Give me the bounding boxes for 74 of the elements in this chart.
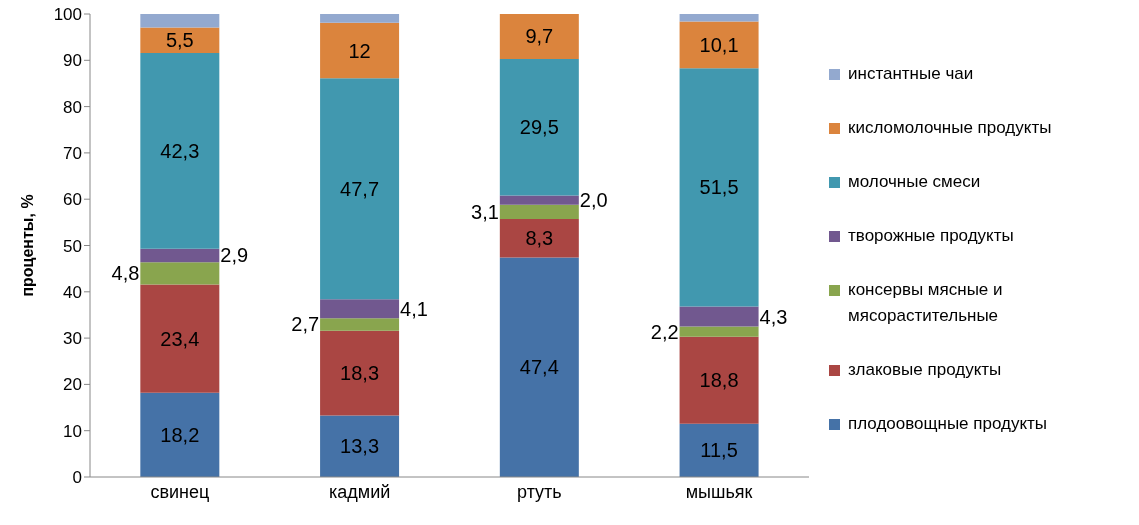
bar bbox=[679, 423, 759, 477]
legend-label: злаковые продукты bbox=[848, 358, 1002, 381]
legend-label: кисломолочные продукты bbox=[848, 116, 1052, 139]
data-label: 18,8 bbox=[699, 369, 739, 392]
bar bbox=[499, 195, 579, 205]
data-label: 2,0 bbox=[579, 189, 608, 212]
data-label: 4,1 bbox=[400, 297, 428, 320]
legend-label: молочные смеси bbox=[848, 170, 981, 193]
bar bbox=[140, 248, 220, 263]
y-tick-label: 100 bbox=[53, 5, 82, 25]
y-tick-label: 10 bbox=[63, 421, 82, 441]
data-label: 51,5 bbox=[699, 176, 739, 199]
bar bbox=[679, 326, 759, 337]
data-label: 3,1 bbox=[471, 200, 499, 223]
data-label: 4,3 bbox=[759, 305, 788, 328]
data-label: 47,7 bbox=[340, 177, 380, 200]
bar bbox=[679, 14, 759, 22]
legend-label: инстантные чаи bbox=[848, 62, 974, 85]
bar bbox=[679, 21, 759, 69]
bar bbox=[140, 284, 220, 393]
x-tick-label: кадмий bbox=[328, 481, 391, 502]
bar bbox=[320, 330, 400, 416]
x-tick-label: свинец bbox=[150, 481, 210, 502]
data-label: 12 bbox=[348, 39, 371, 62]
y-tick-label: 50 bbox=[63, 236, 82, 256]
legend-label: консервы мясные и мясорастительные bbox=[848, 278, 1004, 327]
y-tick-label: 90 bbox=[63, 51, 82, 71]
bar bbox=[679, 306, 759, 327]
bar bbox=[499, 58, 579, 196]
y-tick-label: 40 bbox=[63, 282, 82, 302]
x-tick-label: мышьяк bbox=[685, 481, 753, 502]
data-label: 13,3 bbox=[340, 435, 380, 458]
legend-label: творожные продукты bbox=[848, 224, 1014, 247]
bar bbox=[679, 336, 759, 424]
bar bbox=[140, 52, 220, 249]
bar bbox=[499, 204, 579, 220]
y-tick-label: 80 bbox=[63, 97, 82, 117]
bar bbox=[140, 14, 220, 28]
bar bbox=[320, 318, 400, 331]
x-tick-label: ртуть bbox=[517, 481, 562, 502]
y-tick-label: 30 bbox=[63, 329, 82, 349]
y-tick-label: 70 bbox=[63, 143, 82, 163]
data-label: 23,4 bbox=[160, 327, 200, 350]
data-label: 9,7 bbox=[525, 25, 554, 48]
bar bbox=[140, 262, 220, 285]
data-label: 47,4 bbox=[519, 356, 559, 379]
data-label: 2,9 bbox=[220, 244, 249, 267]
data-label: 4,8 bbox=[111, 262, 140, 285]
y-tick-label: 60 bbox=[63, 190, 82, 210]
data-label: 42,3 bbox=[160, 139, 200, 162]
data-label: 8,3 bbox=[525, 227, 554, 250]
data-label: 2,7 bbox=[291, 313, 320, 336]
bar bbox=[320, 22, 400, 79]
bar bbox=[320, 299, 400, 319]
data-label: 18,3 bbox=[340, 362, 380, 385]
bar bbox=[320, 78, 400, 300]
legend-label: плодоовощные продукты bbox=[848, 412, 1048, 435]
bar bbox=[140, 392, 220, 477]
bar bbox=[499, 257, 579, 477]
data-label: 11,5 bbox=[700, 439, 738, 462]
data-label: 18,2 bbox=[160, 423, 200, 446]
data-label: 29,5 bbox=[519, 116, 559, 139]
bar bbox=[499, 14, 579, 59]
bar bbox=[499, 219, 579, 258]
y-tick-label: 20 bbox=[63, 375, 82, 395]
data-label: 2,2 bbox=[650, 320, 679, 343]
bar bbox=[140, 27, 220, 53]
bar bbox=[320, 14, 400, 23]
bar bbox=[679, 68, 759, 307]
data-label: 5,5 bbox=[165, 29, 194, 52]
y-tick-label: 0 bbox=[72, 468, 82, 488]
bar bbox=[320, 415, 400, 477]
y-axis-title: проценты, % bbox=[18, 194, 36, 297]
data-label: 10,1 bbox=[699, 33, 739, 56]
